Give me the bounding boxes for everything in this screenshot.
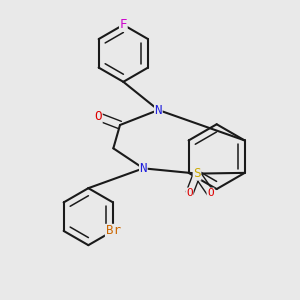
Text: O: O <box>94 110 102 123</box>
Text: F: F <box>120 18 127 31</box>
Text: N: N <box>154 103 162 116</box>
Text: O: O <box>186 188 193 198</box>
Text: O: O <box>207 188 214 198</box>
Text: S: S <box>193 167 201 180</box>
Text: N: N <box>140 162 147 175</box>
Text: Br: Br <box>106 224 121 237</box>
